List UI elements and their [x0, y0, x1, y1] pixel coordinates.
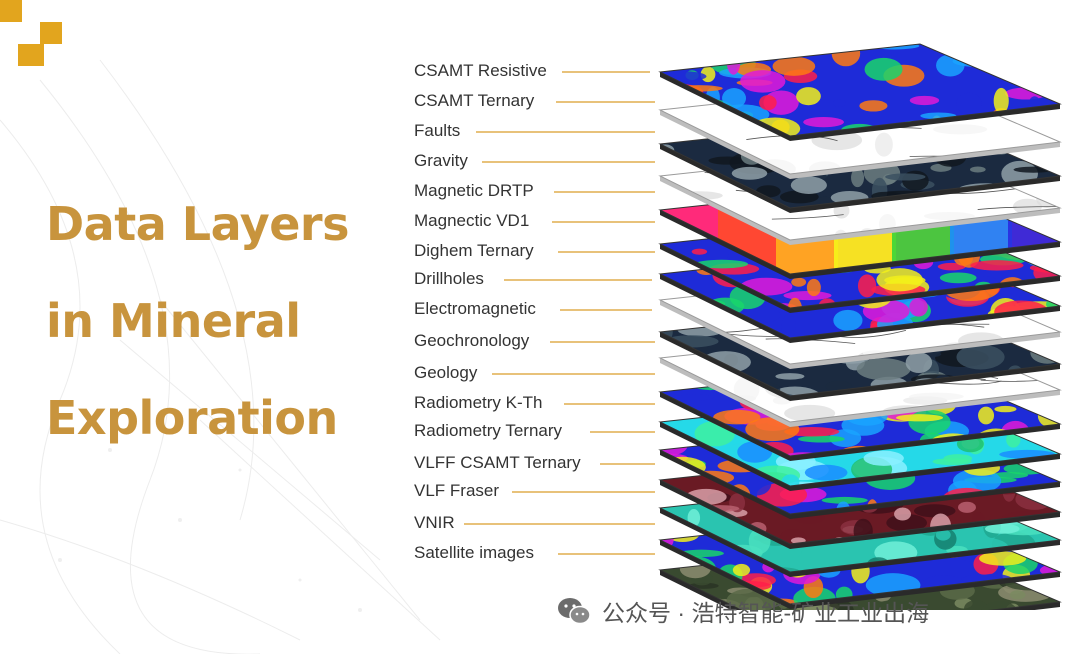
layer-edge	[660, 176, 1060, 245]
leader-line	[564, 403, 655, 405]
layer-label: Dighem Ternary	[414, 241, 534, 260]
leader-line	[512, 491, 655, 493]
layer-edge	[660, 274, 1060, 343]
watermark-text: 公众号 · 浩特智能-矿业工业出海	[602, 600, 930, 626]
layer-edge	[660, 244, 1060, 313]
leader-line	[464, 523, 655, 525]
watermark: 公众号 · 浩特智能-矿业工业出海	[556, 594, 929, 628]
leader-line	[492, 373, 655, 375]
layer-label: Radiometry K-Th	[414, 393, 543, 412]
title-line-3: Exploration	[46, 391, 338, 445]
leader-line	[558, 251, 655, 253]
layer-label: Magnectic VD1	[414, 211, 530, 230]
layer-label: VLF Fraser	[414, 481, 500, 500]
title-line-2: in Mineral	[46, 294, 301, 348]
layer-edge	[660, 480, 1060, 549]
leader-line	[600, 463, 655, 465]
title-line-1: Data Layers	[46, 197, 349, 251]
leader-line	[590, 431, 655, 433]
leader-line	[554, 191, 655, 193]
layer-label: Geology	[414, 363, 478, 382]
layer-edge	[660, 540, 1060, 609]
brand-logo-squares	[0, 0, 70, 70]
page-title: Data Layers in Mineral Exploration	[46, 176, 406, 467]
layer-label: VNIR	[414, 513, 455, 532]
wechat-icon	[558, 598, 591, 625]
layer-edge	[660, 72, 1060, 141]
layer-edge	[660, 300, 1060, 369]
layer-label: CSAMT Ternary	[414, 91, 535, 110]
layer-stack-illustration	[658, 43, 1062, 610]
leader-line	[560, 309, 652, 311]
layer-label: Drillholes	[414, 269, 484, 288]
leader-line	[552, 221, 655, 223]
layer-edge	[660, 508, 1060, 577]
layer-label: Faults	[414, 121, 461, 140]
layer-label: CSAMT Resistive	[414, 61, 547, 80]
leader-line	[558, 553, 655, 555]
layer-label: Radiometry Ternary	[414, 421, 563, 440]
layer-label: Electromagnetic	[414, 299, 536, 318]
layer-label: Satellite images	[414, 543, 535, 562]
layer-edge	[660, 110, 1060, 179]
leader-line	[562, 71, 650, 73]
layer-edge	[660, 450, 1060, 519]
layer-edge	[660, 210, 1060, 279]
layer-edge	[660, 358, 1060, 427]
leader-line	[476, 131, 655, 133]
layer-label: VLFF CSAMT Ternary	[414, 453, 581, 472]
leader-line	[556, 101, 655, 103]
layer-label: Geochronology	[414, 331, 530, 350]
layer-edge	[660, 144, 1060, 213]
leader-line	[550, 341, 655, 343]
layer-edge	[660, 392, 1060, 461]
leader-line	[482, 161, 655, 163]
layer-label: Gravity	[414, 151, 468, 170]
leader-line	[504, 279, 652, 281]
layer-label: Magnetic DRTP	[414, 181, 534, 200]
layer-edge	[660, 332, 1060, 401]
layer-edge	[660, 422, 1060, 491]
